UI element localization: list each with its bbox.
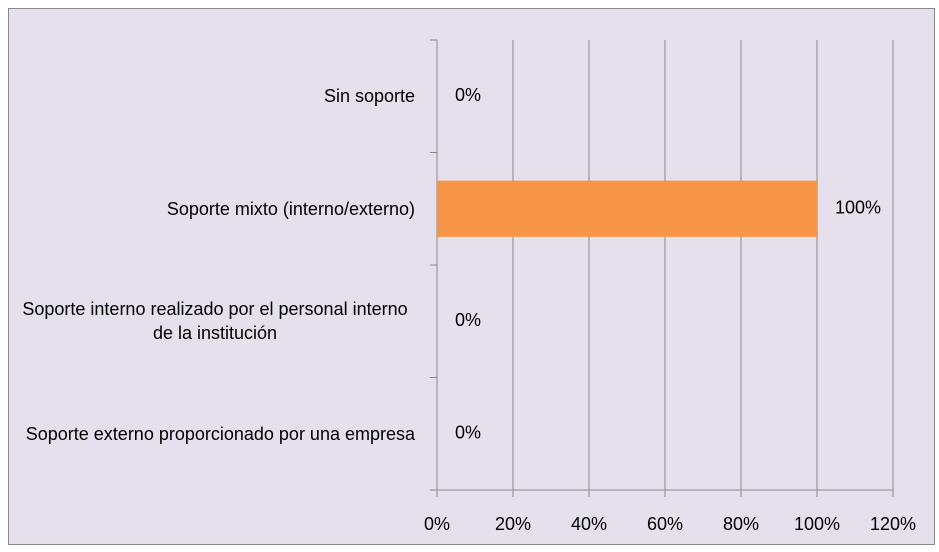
data-label: 0%: [455, 310, 481, 330]
x-tick-label: 120%: [870, 514, 916, 534]
y-tick-label: Soporte mixto (interno/externo): [166, 198, 415, 219]
x-tick-label: 100%: [794, 514, 840, 534]
data-label: 100%: [835, 198, 881, 218]
x-tick-label: 20%: [495, 514, 531, 534]
x-tick-label: 60%: [647, 514, 683, 534]
x-tick-label: 80%: [723, 514, 759, 534]
chart-area: [8, 8, 935, 545]
y-tick-label: Soporte externo proporcionado por una em…: [25, 423, 415, 444]
bar: [437, 180, 817, 237]
data-label: 0%: [455, 85, 481, 105]
data-label: 0%: [455, 423, 481, 443]
y-tick-label: Soporte interno realizado por el persona…: [22, 299, 408, 344]
x-tick-label: 40%: [571, 514, 607, 534]
y-tick-label: Sin soporte: [323, 86, 415, 107]
x-tick-label: 0%: [424, 514, 450, 534]
